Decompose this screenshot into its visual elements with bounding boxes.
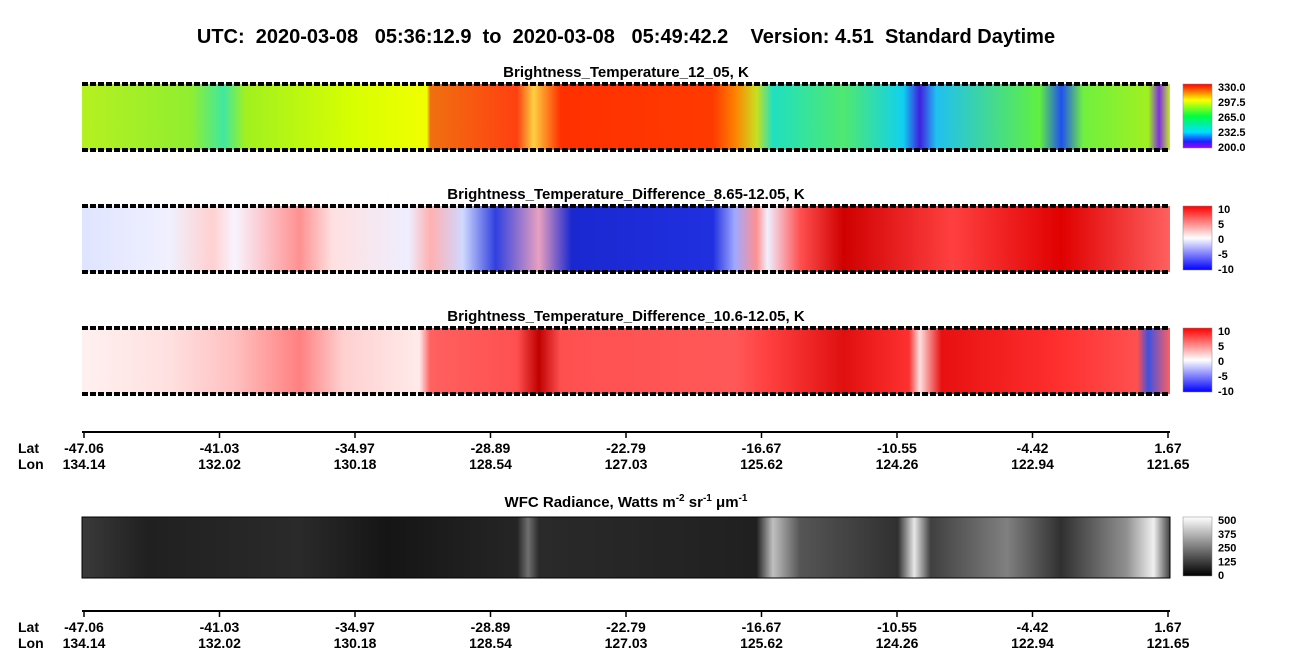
strip-border [81,516,1171,579]
title-part: WFC Radiance, Watts m [505,494,676,511]
colorbar [1182,205,1213,271]
lat-tick-label: -4.42 [1017,440,1049,456]
lat-row-label: Lat [18,440,39,456]
colorbar-label: 250 [1218,543,1236,555]
lat-tick-label: 1.67 [1154,440,1181,456]
lon-tick-label: 125.62 [740,456,783,472]
lat-tick-label: -10.55 [877,440,917,456]
colorbar-label: 5 [1218,341,1224,353]
panel-title: Brightness_Temperature_Difference_8.65-1… [447,186,805,203]
lat-tick-label: -10.55 [877,619,917,635]
lat-tick-label: -41.03 [200,440,240,456]
lon-tick-label: 128.54 [469,635,512,651]
panel-title: Brightness_Temperature_Difference_10.6-1… [447,308,805,325]
colorbar-label: 10 [1218,326,1230,338]
colorbar-label: 200.0 [1218,142,1246,154]
lat-tick-label: -28.89 [471,440,511,456]
colorbar-label: 0 [1218,356,1224,368]
superscript: -1 [739,493,748,504]
colorbar-label: 232.5 [1218,127,1246,139]
colorbar [1182,516,1213,577]
lat-tick-label: -47.06 [64,619,104,635]
lon-tick-label: 134.14 [63,635,106,651]
lon-tick-label: 130.18 [334,456,377,472]
image-strip [82,517,1170,578]
image-strip [82,84,1170,150]
title-part: μm [712,494,739,511]
superscript: -2 [676,493,685,504]
lon-tick-label: 122.94 [1011,456,1054,472]
lon-row-label: Lon [18,456,44,472]
lon-tick-label: 122.94 [1011,635,1054,651]
lat-tick-label: -22.79 [606,619,646,635]
colorbar-label: -5 [1218,371,1228,383]
colorbar [1182,83,1213,149]
lat-tick-label: -22.79 [606,440,646,456]
lat-row-label: Lat [18,619,39,635]
colorbar-label: 330.0 [1218,82,1246,94]
colorbar-label: -5 [1218,249,1228,261]
lat-tick-label: -4.42 [1017,619,1049,635]
panel-title: WFC Radiance, Watts m-2 sr-1 μm-1 [505,493,748,511]
lat-tick-label: -34.97 [335,440,375,456]
lat-tick-label: -16.67 [742,440,782,456]
lat-tick-label: 1.67 [1154,619,1181,635]
lon-tick-label: 128.54 [469,456,512,472]
lat-tick-label: -47.06 [64,440,104,456]
lon-tick-label: 127.03 [605,456,648,472]
image-strip [82,328,1170,394]
lat-tick-label: -41.03 [200,619,240,635]
colorbar-label: 0 [1218,234,1224,246]
page-title: UTC: 2020-03-08 05:36:12.9 to 2020-03-08… [197,26,1055,48]
lon-tick-label: 132.02 [198,635,241,651]
lon-tick-label: 125.62 [740,635,783,651]
colorbar-label: 297.5 [1218,97,1246,109]
lon-tick-label: 124.26 [876,635,919,651]
colorbar-label: 10 [1218,204,1230,216]
lon-tick-label: 134.14 [63,456,106,472]
colorbar-label: 265.0 [1218,112,1246,124]
lat-tick-label: -34.97 [335,619,375,635]
lon-tick-label: 121.65 [1147,635,1190,651]
lon-tick-label: 132.02 [198,456,241,472]
lat-tick-label: -16.67 [742,619,782,635]
lon-tick-label: 130.18 [334,635,377,651]
colorbar-label: 125 [1218,556,1236,568]
colorbar-label: 5 [1218,219,1224,231]
lon-tick-label: 121.65 [1147,456,1190,472]
lon-row-label: Lon [18,635,44,651]
title-part: sr [685,494,704,511]
colorbar-label: 375 [1218,529,1236,541]
colorbar-label: 500 [1218,515,1236,527]
colorbar-label: -10 [1218,264,1234,276]
image-strip [82,206,1170,272]
colorbar-label: 0 [1218,570,1224,582]
superscript: -1 [703,493,712,504]
lat-tick-label: -28.89 [471,619,511,635]
panel-title: Brightness_Temperature_12_05, K [503,64,749,81]
lon-tick-label: 124.26 [876,456,919,472]
colorbar [1182,327,1213,393]
colorbar-label: -10 [1218,386,1234,398]
lon-tick-label: 127.03 [605,635,648,651]
